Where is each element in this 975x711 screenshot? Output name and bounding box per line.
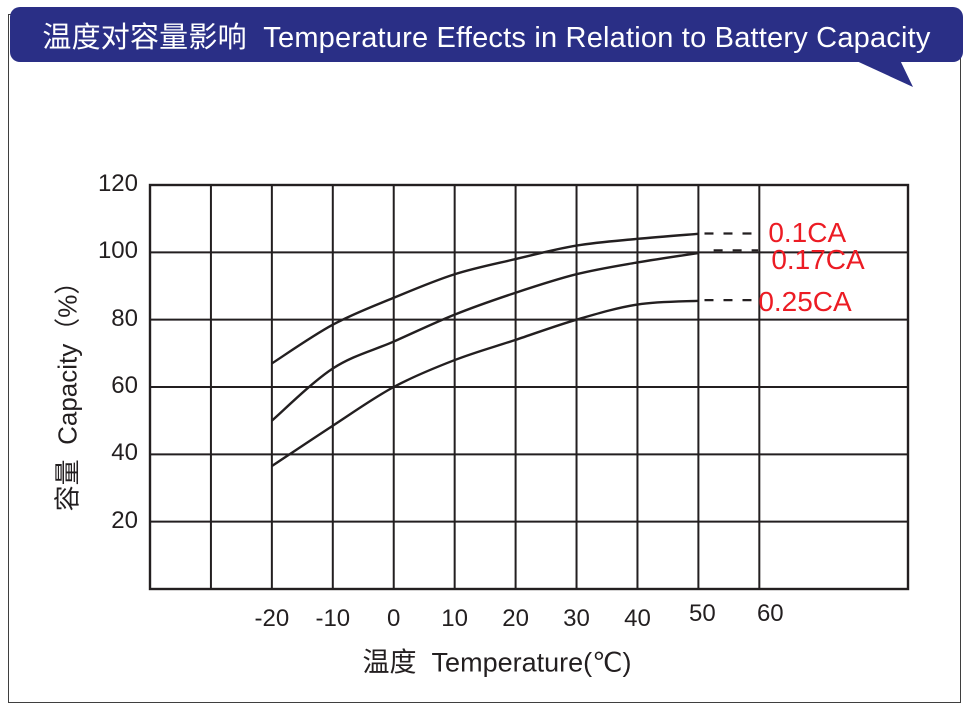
title-banner: 温度对容量影响 Temperature Effects in Relation … <box>10 7 963 62</box>
plot-border <box>148 183 910 591</box>
series-curve-0.17CA <box>271 251 699 422</box>
series-curve-0.1CA <box>271 232 699 365</box>
series-curve-0.25CA <box>271 299 699 468</box>
page-title: 温度对容量影响 Temperature Effects in Relation … <box>42 21 931 54</box>
banner-tail <box>850 58 913 87</box>
